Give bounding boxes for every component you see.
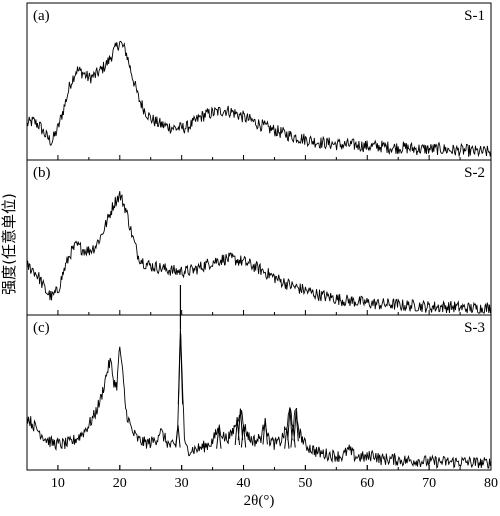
panel-label: (c) [33,320,50,336]
panel-a: (a) S-1 [26,8,492,160]
series-name-label: S-1 [464,8,485,24]
x-tick-label: 40 [237,476,251,491]
plot-border [26,2,492,471]
x-axis: 10 20 30 40 50 60 70 80 [51,465,498,491]
series-line-s-2 [26,191,492,314]
series-line-s-3 [26,333,492,469]
plot-frame [26,2,492,471]
series-peaks-s-3 [175,328,299,449]
y-axis-title: 强度(任意单位) [0,193,18,295]
x-tick-label: 10 [51,476,65,491]
x-tick-label: 50 [298,476,312,491]
panel-b: (b) S-2 [26,165,492,315]
x-axis-title: 2θ(°) [244,493,275,509]
panel-c: (c) S-3 [26,285,492,470]
x-tick-label: 30 [175,476,189,491]
panel-label: (a) [33,8,50,24]
x-tick-label: 20 [113,476,127,491]
series-line-s-1 [26,40,492,158]
series-name-label: S-2 [464,165,485,181]
panels-group: (a) S-1 (b) S-2 (c) S-3 [26,8,492,470]
panel-label: (b) [33,165,51,181]
x-tick-label: 80 [484,476,498,491]
series-name-label: S-3 [464,320,485,336]
x-tick-label: 70 [422,476,436,491]
x-tick-label: 60 [360,476,374,491]
